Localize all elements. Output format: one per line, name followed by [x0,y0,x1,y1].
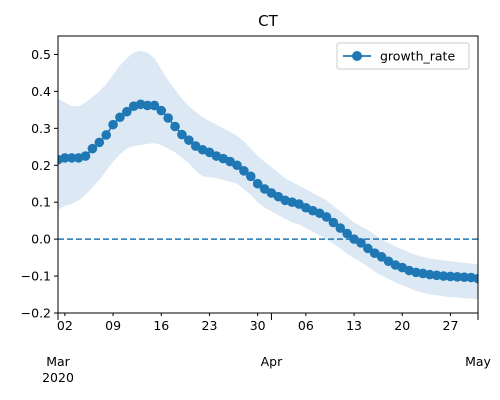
legend-label: growth_rate [380,49,455,64]
data-point [66,153,77,163]
x-minor-tick-label: 23 [202,318,218,333]
y-tick-label: 0.1 [31,195,51,210]
chart-title: CT [258,12,278,30]
data-point [149,100,160,111]
data-point [321,212,332,222]
data-point [438,271,449,281]
y-tick-label: −0.2 [21,306,51,321]
x-minor-tick-label: 30 [250,318,266,333]
x-major-tick-label: Mar [46,354,70,369]
plot-frame [57,35,479,314]
axes: −0.2 −0.1 0.0 0.1 0.2 0.3 0.4 0.5 02 09 16 23 30 06 13… [21,35,492,385]
x-minor-tick-label: 13 [346,318,362,333]
x-minor-tick-label: 09 [105,318,121,333]
x-major-tick-label: May [465,354,491,369]
legend-dot-marker [352,51,362,61]
data-point [356,238,366,248]
data-point [87,143,98,154]
data-point [363,243,373,254]
legend-box [336,42,470,70]
y-tick-label: 0.3 [31,121,51,136]
data-point [335,223,346,233]
data-point [177,129,187,140]
confidence-band [58,50,478,300]
data-point [60,153,70,163]
data-point [94,137,105,148]
plot-area [58,50,497,300]
data-point [342,228,352,239]
data-point [115,112,125,123]
data-point [452,272,463,282]
data-point [142,100,153,111]
x-major-tick-label: Apr [261,354,283,369]
data-point [252,178,263,189]
data-point [445,271,456,282]
data-point [328,217,339,228]
plot-clip-group [58,50,497,300]
data-point [122,106,132,117]
data-point [459,272,470,282]
y-tick-label: 0.2 [31,158,51,173]
x-minor-tick-label: 06 [298,318,314,333]
data-point [80,151,91,161]
legend: growth_rate [336,42,470,70]
data-point [108,119,118,130]
y-tick-label: 0.4 [31,84,51,99]
data-point [156,105,167,116]
data-point [170,121,180,132]
x-minor-tick-label: 02 [57,318,73,333]
x-major-tick-sublabel: 2020 [42,370,74,385]
data-point [487,276,497,286]
x-minor-tick-label: 16 [153,318,169,333]
data-point [163,113,173,123]
data-point [101,130,111,140]
x-minor-tick-label: 27 [443,318,459,333]
data-point [232,160,242,171]
y-tick-label: −0.1 [21,269,51,284]
y-tick-label: 0.5 [31,47,51,62]
data-point [473,273,478,284]
data-point [239,166,249,176]
y-tick-label: 0.0 [31,232,51,247]
data-point [376,252,387,262]
data-point [480,275,490,285]
data-point [245,171,256,182]
x-minor-tick-label: 20 [394,318,410,333]
data-point [184,135,194,145]
